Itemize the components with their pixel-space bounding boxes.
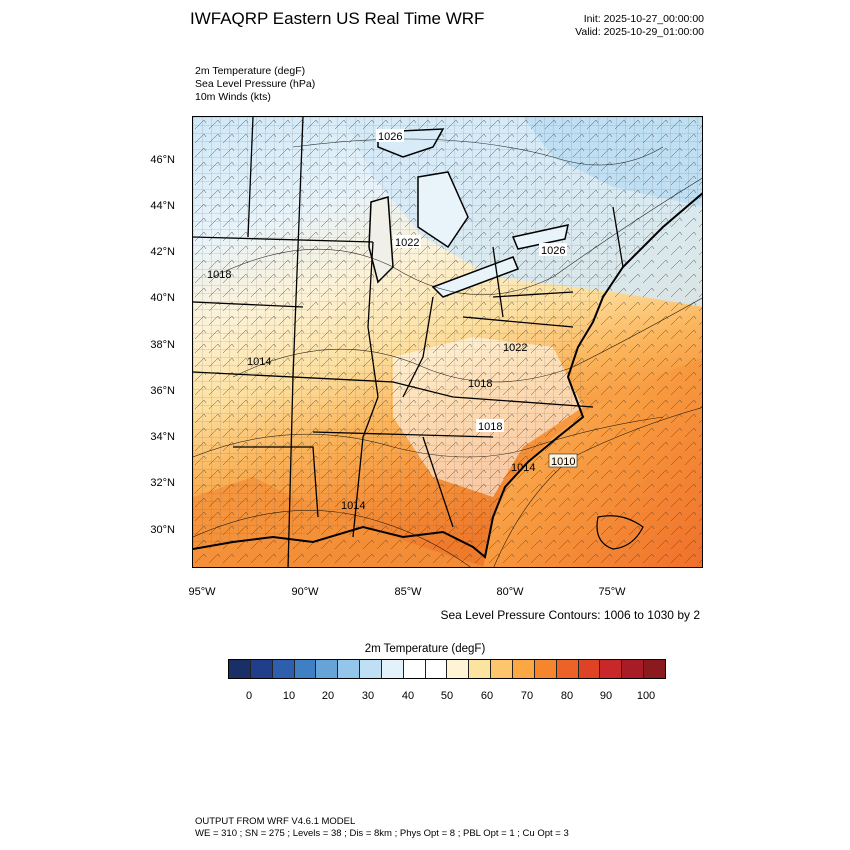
pressure-label: 1018 <box>478 421 502 433</box>
lon-label: 75°W <box>598 586 626 598</box>
colorbar-swatch <box>644 660 665 678</box>
lat-label: 30°N <box>150 524 175 536</box>
pressure-label: 1018 <box>468 378 492 390</box>
model-config: WE = 310 ; SN = 275 ; Levels = 38 ; Dis … <box>195 828 569 839</box>
lat-label: 32°N <box>150 477 175 489</box>
lat-label: 44°N <box>150 200 175 212</box>
colorbar-swatch <box>512 660 535 678</box>
colorbar-swatch <box>491 660 513 678</box>
lon-label: 85°W <box>394 586 422 598</box>
colorbar-tick: 50 <box>440 690 454 702</box>
colorbar-tick: 20 <box>321 690 335 702</box>
lake-erie <box>431 256 519 298</box>
colorbar-swatch <box>578 660 601 678</box>
colorbar-swatch <box>447 660 470 678</box>
colorbar-swatch <box>403 660 426 678</box>
pressure-label: 1014 <box>511 462 535 474</box>
colorbar-swatch <box>272 660 295 678</box>
pressure-label: 1018 <box>207 269 231 281</box>
variable-winds: 10m Winds (kts) <box>195 91 271 103</box>
colorbar-tick: 100 <box>636 690 656 702</box>
lon-label: 95°W <box>188 586 216 598</box>
lake-ontario <box>511 224 569 250</box>
contour-note: Sea Level Pressure Contours: 1006 to 103… <box>440 608 701 622</box>
colorbar-swatch <box>600 660 623 678</box>
init-time: Init: 2025-10-27_00:00:00 <box>583 13 704 25</box>
colorbar-swatch <box>360 660 382 678</box>
variable-pressure: Sea Level Pressure (hPa) <box>195 78 316 90</box>
lake-huron <box>417 171 469 249</box>
lon-label: 90°W <box>291 586 319 598</box>
pressure-label: 1022 <box>503 342 527 354</box>
colorbar-tick: 10 <box>282 690 296 702</box>
colorbar-title: 2m Temperature (degF) <box>364 643 486 655</box>
colorbar-tick: 80 <box>560 690 574 702</box>
colorbar-swatch <box>534 660 557 678</box>
lat-label: 40°N <box>150 292 175 304</box>
valid-time: Valid: 2025-10-29_01:00:00 <box>575 26 704 38</box>
colorbar-swatch <box>250 660 273 678</box>
model-info: OUTPUT FROM WRF V4.6.1 MODEL <box>195 816 356 827</box>
colorbar-swatch <box>338 660 361 678</box>
lake-michigan <box>368 196 394 284</box>
variable-temperature: 2m Temperature (degF) <box>195 65 306 77</box>
pressure-label: 1014 <box>247 356 271 368</box>
colorbar-swatch <box>469 660 492 678</box>
lat-label: 46°N <box>150 154 175 166</box>
pressure-label: 1022 <box>395 237 419 249</box>
colorbar-tick: 60 <box>480 690 494 702</box>
map-svg: 1026 1022 1026 1018 1014 1022 1018 1018 … <box>193 117 702 567</box>
colorbar-tick: 90 <box>599 690 613 702</box>
pressure-label: 1026 <box>378 131 402 143</box>
island-outline <box>596 515 644 550</box>
coastline <box>193 192 702 559</box>
colorbar-tick: 70 <box>520 690 534 702</box>
lat-label: 38°N <box>150 339 175 351</box>
pressure-label: 1010 <box>551 456 575 468</box>
colorbar-swatch <box>381 660 404 678</box>
lat-label: 42°N <box>150 246 175 258</box>
colorbar <box>228 659 666 679</box>
state-borders <box>193 117 624 567</box>
isobars <box>193 138 702 567</box>
colorbar-swatch <box>425 660 448 678</box>
colorbar-swatch <box>294 660 317 678</box>
plot-title: IWFAQRP Eastern US Real Time WRF <box>190 9 485 28</box>
colorbar-tick: 40 <box>401 690 415 702</box>
lon-label: 80°W <box>496 586 524 598</box>
colorbar-swatch <box>316 660 339 678</box>
pressure-labels: 1026 1022 1026 1018 1014 1022 1018 1018 … <box>207 129 578 512</box>
pressure-label: 1026 <box>541 245 565 257</box>
colorbar-swatch <box>622 660 645 678</box>
pressure-label: 1014 <box>341 500 365 512</box>
colorbar-tick: 30 <box>361 690 375 702</box>
lat-label: 36°N <box>150 385 175 397</box>
lat-label: 34°N <box>150 431 175 443</box>
colorbar-swatch <box>229 660 251 678</box>
weather-map: 1026 1022 1026 1018 1014 1022 1018 1018 … <box>192 116 703 568</box>
colorbar-swatch <box>556 660 579 678</box>
colorbar-tick: 0 <box>245 690 253 702</box>
